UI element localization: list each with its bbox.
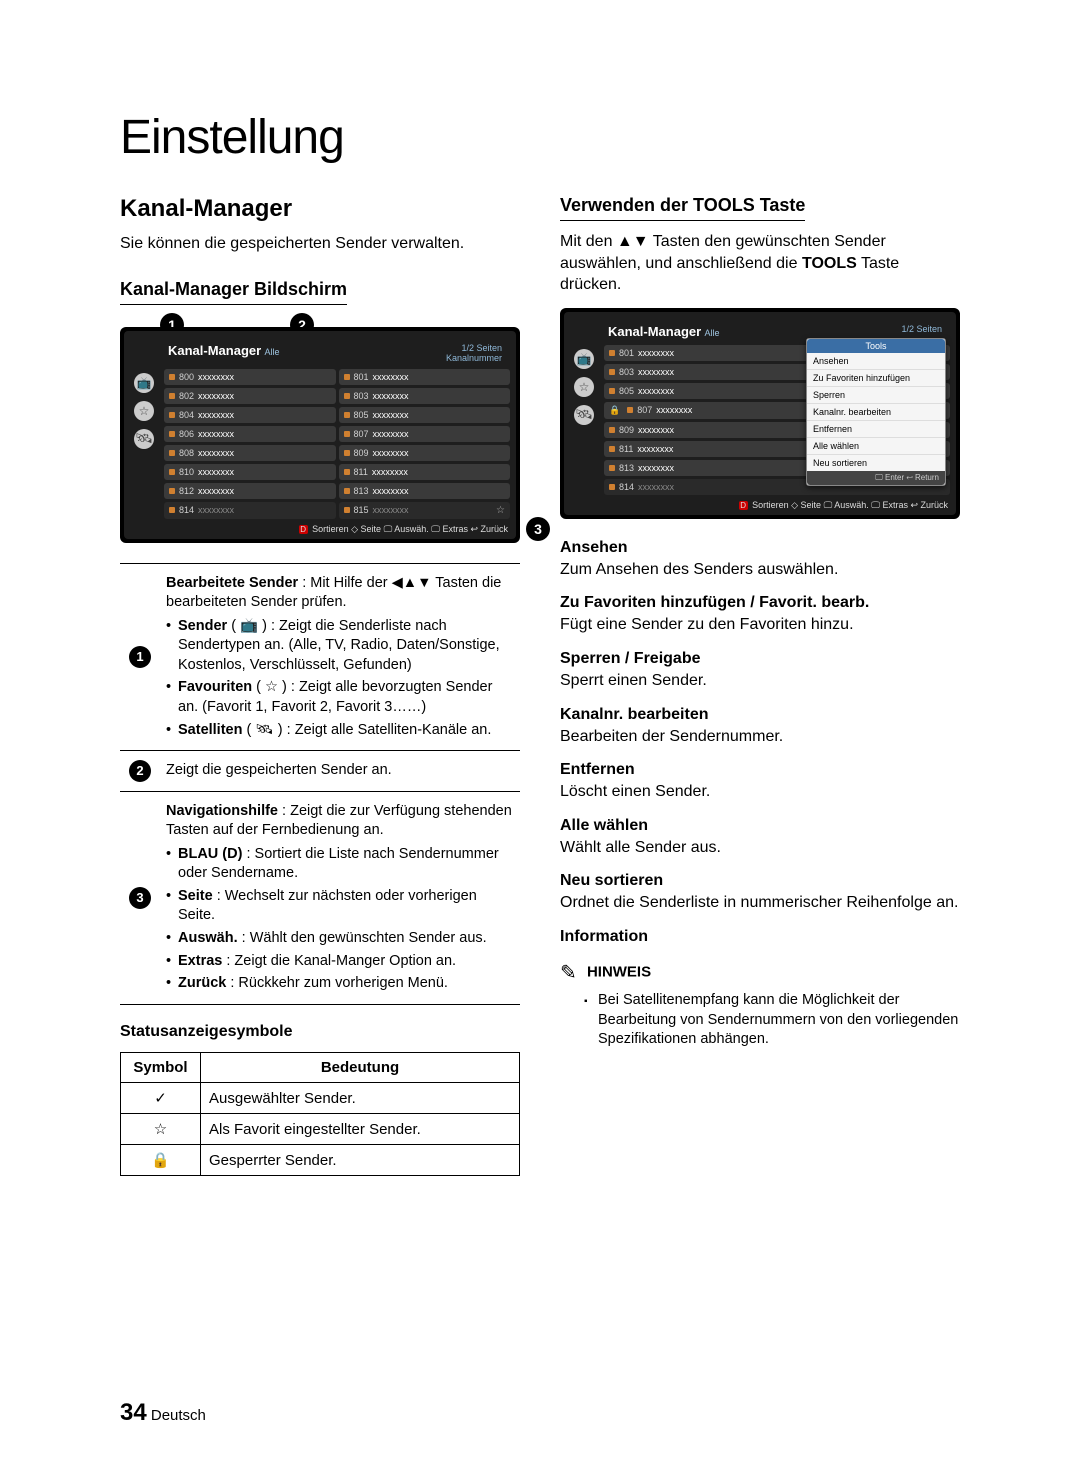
star-icon: ☆ xyxy=(574,377,594,397)
screen2-sub: Alle xyxy=(705,328,720,338)
tools-popup-item: Sperren xyxy=(807,387,945,404)
definition-term: Sperren / Freigabe xyxy=(560,650,960,668)
note-item: Bei Satellitenempfang kann die Möglichke… xyxy=(584,991,960,1050)
definition-term: Entfernen xyxy=(560,761,960,779)
screen2-footer: Sortieren ◇ Seite 🖵 Auswäh. 🖵 Extras ↩ Z… xyxy=(752,500,948,510)
sym-row1-meaning: Ausgewählter Sender. xyxy=(201,1083,520,1114)
expl-row-2: Zeigt die gespeicherten Sender an. xyxy=(160,751,520,791)
status-symbols-heading: Statusanzeigesymbole xyxy=(120,1021,520,1043)
definition-term: Zu Favoriten hinzufügen / Favorit. bearb… xyxy=(560,594,960,612)
tv-icon: 📺 xyxy=(134,373,154,393)
sym-col1: Symbol xyxy=(121,1053,201,1083)
kanal-manager-heading: Kanal-Manager xyxy=(120,195,520,223)
channel-row: 808xxxxxxxx xyxy=(164,445,336,461)
channel-row: 813xxxxxxxx xyxy=(339,483,511,499)
definition-desc: Löscht einen Sender. xyxy=(560,781,960,803)
tools-popup-item: Neu sortieren xyxy=(807,455,945,471)
tools-heading: Verwenden der TOOLS Taste xyxy=(560,195,805,221)
tools-popup-footer: 🖵 Enter ↩ Return xyxy=(807,471,945,485)
screen1-title: Kanal-Manager xyxy=(168,343,261,358)
definition-desc: Sperrt einen Sender. xyxy=(560,670,960,692)
page-number: 34 Deutsch xyxy=(120,1399,206,1427)
definition-term: Alle wählen xyxy=(560,817,960,835)
tools-screenshot: Kanal-Manager Alle 1/2 Seiten 📺 ☆ 🛰 xyxy=(560,308,960,519)
expl-row-1: Bearbeitete Sender : Mit Hilfe der ◀▲▼ T… xyxy=(160,564,520,751)
sym-row2-meaning: Als Favorit eingestellter Sender. xyxy=(201,1114,520,1145)
screen1-pages: 1/2 Seiten xyxy=(446,343,502,353)
red-d-badge: D xyxy=(299,525,308,534)
definition-term: Information xyxy=(560,928,960,946)
note-heading: ✎ HINWEIS xyxy=(560,960,960,985)
tools-intro: Mit den ▲▼ Tasten den gewünschten Sender… xyxy=(560,231,960,296)
tools-popup-item: Alle wählen xyxy=(807,438,945,455)
channel-row: 801xxxxxxxx xyxy=(339,369,511,385)
definition-desc: Ordnet die Senderliste in nummerischer R… xyxy=(560,892,960,914)
tools-popup-title: Tools xyxy=(807,339,945,353)
marker-3: 3 xyxy=(526,517,550,541)
sym-col2: Bedeutung xyxy=(201,1053,520,1083)
expl-row-3: Navigationshilfe : Zeigt die zur Verfügu… xyxy=(160,792,520,1004)
channel-row: 811xxxxxxxx xyxy=(339,464,511,480)
favorite-star-icon: ☆ xyxy=(121,1114,201,1145)
definition-desc: Zum Ansehen des Senders auswählen. xyxy=(560,559,960,581)
tools-popup-item: Kanalnr. bearbeiten xyxy=(807,404,945,421)
explanation-table: 1 Bearbeitete Sender : Mit Hilfe der ◀▲▼… xyxy=(120,563,520,1005)
row-marker-2: 2 xyxy=(129,760,151,782)
lock-icon: 🔒 xyxy=(121,1145,201,1176)
channel-row: 807xxxxxxxx xyxy=(339,426,511,442)
satellite-icon: 🛰 xyxy=(574,405,594,425)
channel-row: 814xxxxxxxx xyxy=(164,502,336,519)
channel-row: 802xxxxxxxx xyxy=(164,388,336,404)
definition-desc: Bearbeiten der Sendernummer. xyxy=(560,726,960,748)
page-title: Einstellung xyxy=(120,110,960,165)
channel-row: 803xxxxxxxx xyxy=(339,388,511,404)
note-hand-icon: ✎ xyxy=(560,962,577,984)
tools-popup-item: Ansehen xyxy=(807,353,945,370)
kanal-manager-screenshot: 1 2 3 Kanal-Manager Alle 1/2 Seiten Kana… xyxy=(120,327,520,543)
tv-icon: 📺 xyxy=(574,349,594,369)
screen1-footer: Sortieren ◇ Seite 🖵 Auswäh. 🖵 Extras ↩ Z… xyxy=(312,524,508,534)
definition-term: Kanalnr. bearbeiten xyxy=(560,706,960,724)
channel-row: 804xxxxxxxx xyxy=(164,407,336,423)
row-marker-1: 1 xyxy=(129,646,151,668)
red-d-badge: D xyxy=(739,501,748,510)
channel-row: 805xxxxxxxx xyxy=(339,407,511,423)
kanal-manager-intro: Sie können die gespeicherten Sender verw… xyxy=(120,233,520,255)
channel-row: 815xxxxxxxx☆ xyxy=(339,502,511,519)
screen1-subright: Kanalnummer xyxy=(446,353,502,363)
channel-row: 806xxxxxxxx xyxy=(164,426,336,442)
kanal-manager-screen-heading: Kanal-Manager Bildschirm xyxy=(120,279,347,305)
screen2-pages: 1/2 Seiten xyxy=(901,324,942,334)
row-marker-3: 3 xyxy=(129,887,151,909)
status-symbols-table: Symbol Bedeutung ✓ Ausgewählter Sender. … xyxy=(120,1052,520,1176)
channel-row: 812xxxxxxxx xyxy=(164,483,336,499)
tools-popup-item: Entfernen xyxy=(807,421,945,438)
definition-term: Neu sortieren xyxy=(560,872,960,890)
screen1-sub: Alle xyxy=(265,347,280,357)
definition-term: Ansehen xyxy=(560,539,960,557)
tools-popup: Tools AnsehenZu Favoriten hinzufügenSper… xyxy=(806,338,946,486)
definition-desc: Fügt eine Sender zu den Favoriten hinzu. xyxy=(560,614,960,636)
check-icon: ✓ xyxy=(121,1083,201,1114)
sym-row3-meaning: Gesperrter Sender. xyxy=(201,1145,520,1176)
channel-row: 810xxxxxxxx xyxy=(164,464,336,480)
channel-row: 809xxxxxxxx xyxy=(339,445,511,461)
screen2-title: Kanal-Manager xyxy=(608,324,701,339)
channel-row: 800xxxxxxxx xyxy=(164,369,336,385)
star-icon: ☆ xyxy=(134,401,154,421)
tools-popup-item: Zu Favoriten hinzufügen xyxy=(807,370,945,387)
satellite-icon: 🛰 xyxy=(134,429,154,449)
definition-desc: Wählt alle Sender aus. xyxy=(560,837,960,859)
